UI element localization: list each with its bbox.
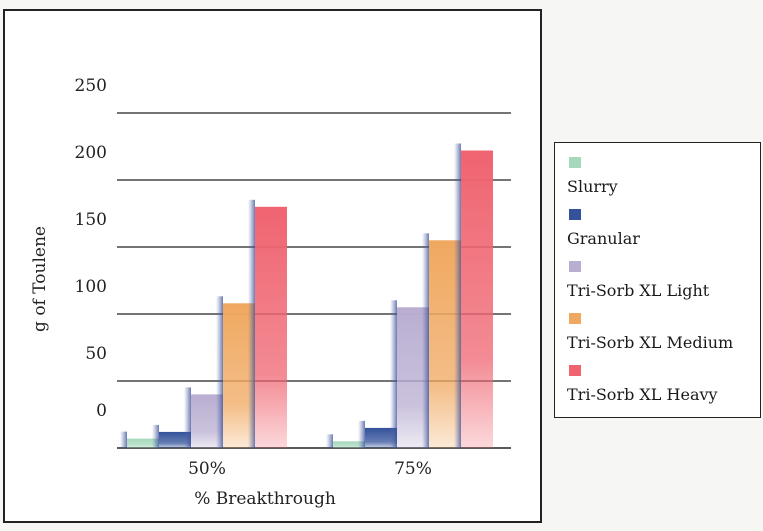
legend-label-granular: Granular (567, 229, 640, 248)
legend-label-slurry: Slurry (567, 177, 618, 196)
y-tick-label: 50 (85, 344, 107, 364)
bar-shadow (454, 143, 461, 448)
y-tick-label: 200 (75, 143, 107, 163)
legend-item-granular: Granular (567, 209, 760, 261)
bar-shadow (184, 387, 191, 448)
chart-frame: 250 200 150 100 50 0 50% 75% g of Toulene % Br… (3, 9, 542, 523)
y-tick-label: 0 (96, 401, 107, 421)
y-tick-labels: 250 200 150 100 50 0 (75, 76, 107, 421)
legend-swatch-tri-sorb-xl-medium (569, 313, 581, 324)
x-axis-label: % Breakthrough (194, 489, 336, 509)
legend-item-tri-sorb-xl-heavy: Tri-Sorb XL Heavy (567, 365, 760, 417)
legend-item-slurry: Slurry (567, 157, 760, 209)
bar-chart: 250 200 150 100 50 0 50% 75% g of Toulene % Br… (30, 76, 511, 509)
legend: Slurry Granular Tri-Sorb XL Light Tri-So… (554, 142, 761, 418)
legend-swatch-tri-sorb-xl-heavy (569, 365, 581, 376)
y-axis-label: g of Toulene (30, 226, 50, 332)
bar-shadow (216, 296, 223, 448)
legend-item-tri-sorb-xl-light: Tri-Sorb XL Light (567, 261, 760, 313)
bars (120, 143, 493, 448)
y-tick-label: 100 (75, 277, 107, 297)
bar-shadow (326, 434, 333, 448)
legend-item-tri-sorb-xl-medium: Tri-Sorb XL Medium (567, 313, 760, 365)
bar-granular-50 (159, 431, 191, 448)
bar-shadow (358, 420, 365, 448)
bar-shadow (422, 233, 429, 448)
bar-shadow (248, 199, 255, 448)
bar-tri-sorb-xl-heavy-50 (255, 206, 287, 448)
legend-swatch-slurry (569, 157, 581, 168)
legend-label-tri-sorb-xl-heavy: Tri-Sorb XL Heavy (567, 385, 718, 404)
x-tick-label: 50% (188, 459, 226, 479)
legend-swatch-granular (569, 209, 581, 220)
legend-label-tri-sorb-xl-light: Tri-Sorb XL Light (567, 281, 710, 300)
legend-label-tri-sorb-xl-medium: Tri-Sorb XL Medium (567, 333, 734, 352)
legend-swatch-tri-sorb-xl-light (569, 261, 581, 272)
bar-granular-75 (365, 427, 397, 448)
bar-shadow (120, 431, 127, 448)
bar-shadow (152, 424, 159, 448)
bar-slurry-75 (333, 441, 365, 448)
bar-slurry-50 (127, 438, 159, 448)
bar-tri-sorb-xl-heavy-75 (461, 150, 493, 448)
x-tick-labels: 50% 75% (188, 459, 432, 479)
bar-shadow (390, 300, 397, 448)
y-tick-label: 250 (75, 76, 107, 96)
x-tick-label: 75% (394, 459, 432, 479)
y-tick-label: 150 (75, 210, 107, 230)
